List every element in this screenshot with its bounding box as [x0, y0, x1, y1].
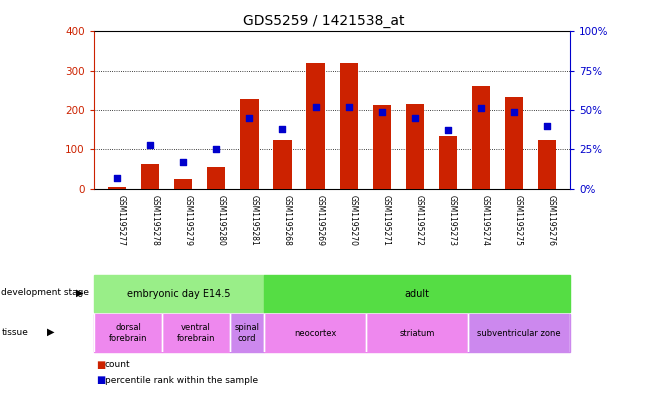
Text: percentile rank within the sample: percentile rank within the sample: [105, 376, 258, 385]
Point: [145, 141, 156, 148]
Text: GSM1195279: GSM1195279: [183, 195, 192, 246]
Bar: [307, 63, 325, 189]
Text: GSM1195273: GSM1195273: [448, 195, 457, 246]
Point: [343, 104, 354, 110]
Bar: [468, 314, 570, 352]
Bar: [538, 140, 556, 189]
Bar: [108, 187, 126, 189]
Text: embryonic day E14.5: embryonic day E14.5: [127, 289, 231, 299]
Point: [509, 108, 519, 115]
Bar: [141, 164, 159, 189]
Bar: [439, 136, 457, 189]
Text: GSM1195270: GSM1195270: [349, 195, 358, 246]
Text: GSM1195277: GSM1195277: [117, 195, 126, 246]
Bar: [264, 314, 366, 352]
Text: GSM1195269: GSM1195269: [316, 195, 325, 246]
Point: [443, 127, 453, 134]
Text: GSM1195281: GSM1195281: [249, 195, 259, 246]
Text: GSM1195272: GSM1195272: [415, 195, 424, 246]
Point: [277, 126, 288, 132]
Point: [542, 123, 552, 129]
Bar: [230, 314, 264, 352]
Bar: [94, 275, 264, 312]
Point: [211, 146, 222, 152]
Bar: [373, 105, 391, 189]
Text: ▶: ▶: [76, 288, 84, 298]
Text: dorsal
forebrain: dorsal forebrain: [109, 323, 147, 343]
Text: GSM1195274: GSM1195274: [481, 195, 490, 246]
Text: GDS5259 / 1421538_at: GDS5259 / 1421538_at: [243, 14, 405, 28]
Text: GSM1195278: GSM1195278: [150, 195, 159, 246]
Bar: [207, 167, 226, 189]
Bar: [406, 104, 424, 189]
Point: [244, 115, 255, 121]
Text: spinal
cord: spinal cord: [235, 323, 260, 343]
Point: [476, 105, 486, 112]
Text: tissue: tissue: [1, 328, 28, 336]
Text: ■: ■: [96, 375, 105, 386]
Text: count: count: [105, 360, 131, 369]
Point: [310, 104, 321, 110]
Text: GSM1195275: GSM1195275: [514, 195, 523, 246]
Text: GSM1195276: GSM1195276: [547, 195, 556, 246]
Text: adult: adult: [404, 289, 430, 299]
Point: [178, 159, 189, 165]
Text: GSM1195280: GSM1195280: [216, 195, 226, 246]
Text: GSM1195271: GSM1195271: [382, 195, 391, 246]
Text: GSM1195268: GSM1195268: [283, 195, 292, 246]
Text: ▶: ▶: [47, 327, 54, 337]
Bar: [340, 63, 358, 189]
Bar: [174, 179, 192, 189]
Text: subventricular zone: subventricular zone: [478, 329, 561, 338]
Text: striatum: striatum: [399, 329, 435, 338]
Bar: [240, 99, 259, 189]
Point: [112, 174, 122, 181]
Bar: [472, 86, 490, 189]
Text: ventral
forebrain: ventral forebrain: [177, 323, 215, 343]
Text: neocortex: neocortex: [294, 329, 336, 338]
Bar: [273, 140, 292, 189]
Text: ■: ■: [96, 360, 105, 370]
Point: [376, 108, 387, 115]
Bar: [162, 314, 230, 352]
Bar: [94, 314, 162, 352]
Bar: [505, 97, 523, 189]
Text: development stage: development stage: [1, 288, 89, 297]
Point: [410, 115, 420, 121]
Bar: [366, 314, 468, 352]
Bar: [264, 275, 570, 312]
